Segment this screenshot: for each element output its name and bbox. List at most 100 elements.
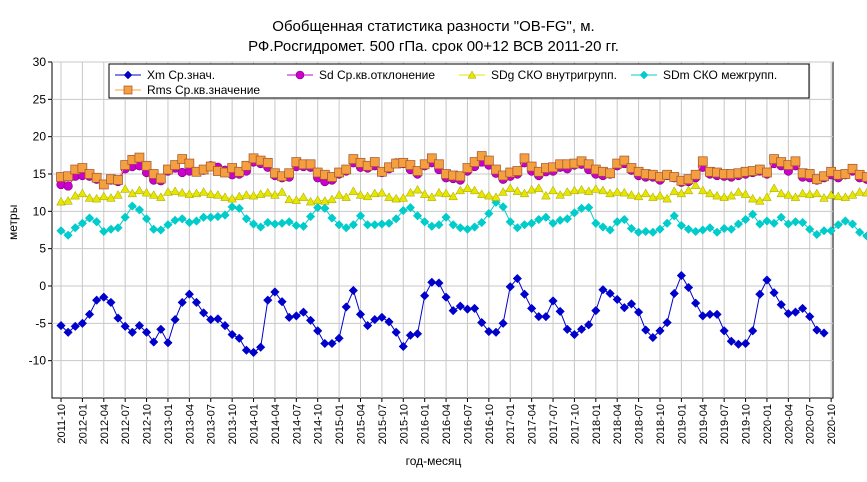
data-point <box>434 220 444 230</box>
x-tick-label: 2018-01 <box>591 404 603 444</box>
data-point <box>248 219 259 229</box>
x-tick-label: 2020-10 <box>826 404 838 444</box>
data-point <box>541 311 551 322</box>
x-tick-label: 2019-04 <box>698 404 710 444</box>
data-point <box>362 220 373 230</box>
data-point <box>762 167 772 178</box>
data-point <box>141 160 152 171</box>
x-tick-label: 2016-04 <box>441 404 453 444</box>
data-point <box>534 183 544 192</box>
data-point <box>662 193 672 203</box>
data-point <box>84 309 95 320</box>
data-point <box>263 187 273 197</box>
data-point <box>576 324 587 334</box>
data-point <box>712 190 722 200</box>
data-point <box>655 224 665 234</box>
data-point <box>491 197 501 208</box>
x-tick-label: 2016-07 <box>462 404 474 444</box>
y-tick-label: 20 <box>33 130 47 144</box>
data-point <box>256 342 266 352</box>
data-point <box>484 155 494 166</box>
legend-label: SDm СКО межгрупп. <box>663 68 777 82</box>
x-tick-label: 2016-10 <box>484 404 496 444</box>
data-point <box>341 223 351 233</box>
data-point <box>619 214 629 225</box>
data-point <box>120 184 130 193</box>
data-point <box>277 297 287 307</box>
data-point <box>641 325 651 335</box>
data-point <box>120 321 130 331</box>
data-point <box>320 338 330 349</box>
data-point <box>819 226 829 236</box>
data-point <box>391 214 401 224</box>
data-point <box>313 202 323 213</box>
data-point <box>619 302 629 313</box>
y-tick-label: 0 <box>39 279 46 293</box>
data-point <box>227 202 237 212</box>
data-point <box>733 219 744 229</box>
x-tick-label: 2020-07 <box>805 404 817 444</box>
data-point <box>405 160 416 170</box>
data-point <box>591 305 601 316</box>
data-point <box>56 226 66 236</box>
data-point <box>170 160 180 170</box>
data-point <box>248 190 259 200</box>
x-tick-label: 2012-01 <box>77 404 89 444</box>
data-point <box>391 193 401 203</box>
data-point <box>206 314 216 325</box>
data-point <box>234 191 244 201</box>
data-point <box>576 184 587 194</box>
data-point <box>127 327 137 337</box>
data-point <box>762 216 772 226</box>
x-tick-label: 2014-10 <box>313 404 325 444</box>
x-tick-label: 2014-07 <box>291 404 303 444</box>
data-point <box>526 303 537 314</box>
data-point <box>619 155 630 166</box>
data-point <box>220 320 230 331</box>
data-point <box>384 218 394 228</box>
data-point <box>92 217 102 227</box>
data-point <box>334 220 344 230</box>
data-point <box>755 219 765 229</box>
data-point <box>847 219 858 229</box>
data-point <box>769 218 779 228</box>
data-point <box>198 187 209 196</box>
data-point <box>726 224 736 234</box>
legend-marker <box>295 70 305 80</box>
data-point <box>819 328 829 338</box>
data-point <box>512 273 523 284</box>
data-point <box>583 159 594 170</box>
data-point <box>840 216 851 226</box>
data-point <box>84 193 95 202</box>
x-tick-label: 2017-10 <box>569 404 581 444</box>
data-point <box>612 294 622 305</box>
data-point <box>113 313 123 323</box>
data-point <box>220 210 230 220</box>
data-point <box>370 188 380 198</box>
data-point <box>655 190 665 200</box>
data-point <box>462 183 473 192</box>
legend-label: Xm Ср.знач. <box>147 68 215 82</box>
data-point <box>241 214 252 224</box>
data-point <box>256 222 266 232</box>
data-point <box>705 309 715 320</box>
data-point <box>819 193 829 202</box>
data-point <box>106 193 116 202</box>
x-tick-label: 2015-01 <box>334 404 346 444</box>
data-point <box>641 188 651 198</box>
x-tick-label: 2013-10 <box>227 404 239 444</box>
data-point <box>719 192 729 201</box>
data-point <box>206 189 216 198</box>
data-point <box>562 187 573 196</box>
data-point <box>512 223 523 233</box>
data-point <box>419 189 430 198</box>
data-point <box>63 327 73 337</box>
data-point <box>790 217 801 227</box>
data-point <box>455 301 465 311</box>
data-point <box>227 329 237 340</box>
data-point <box>519 289 530 299</box>
data-point <box>854 187 865 196</box>
data-point <box>262 157 273 168</box>
data-point <box>120 160 131 170</box>
data-point <box>676 188 687 198</box>
